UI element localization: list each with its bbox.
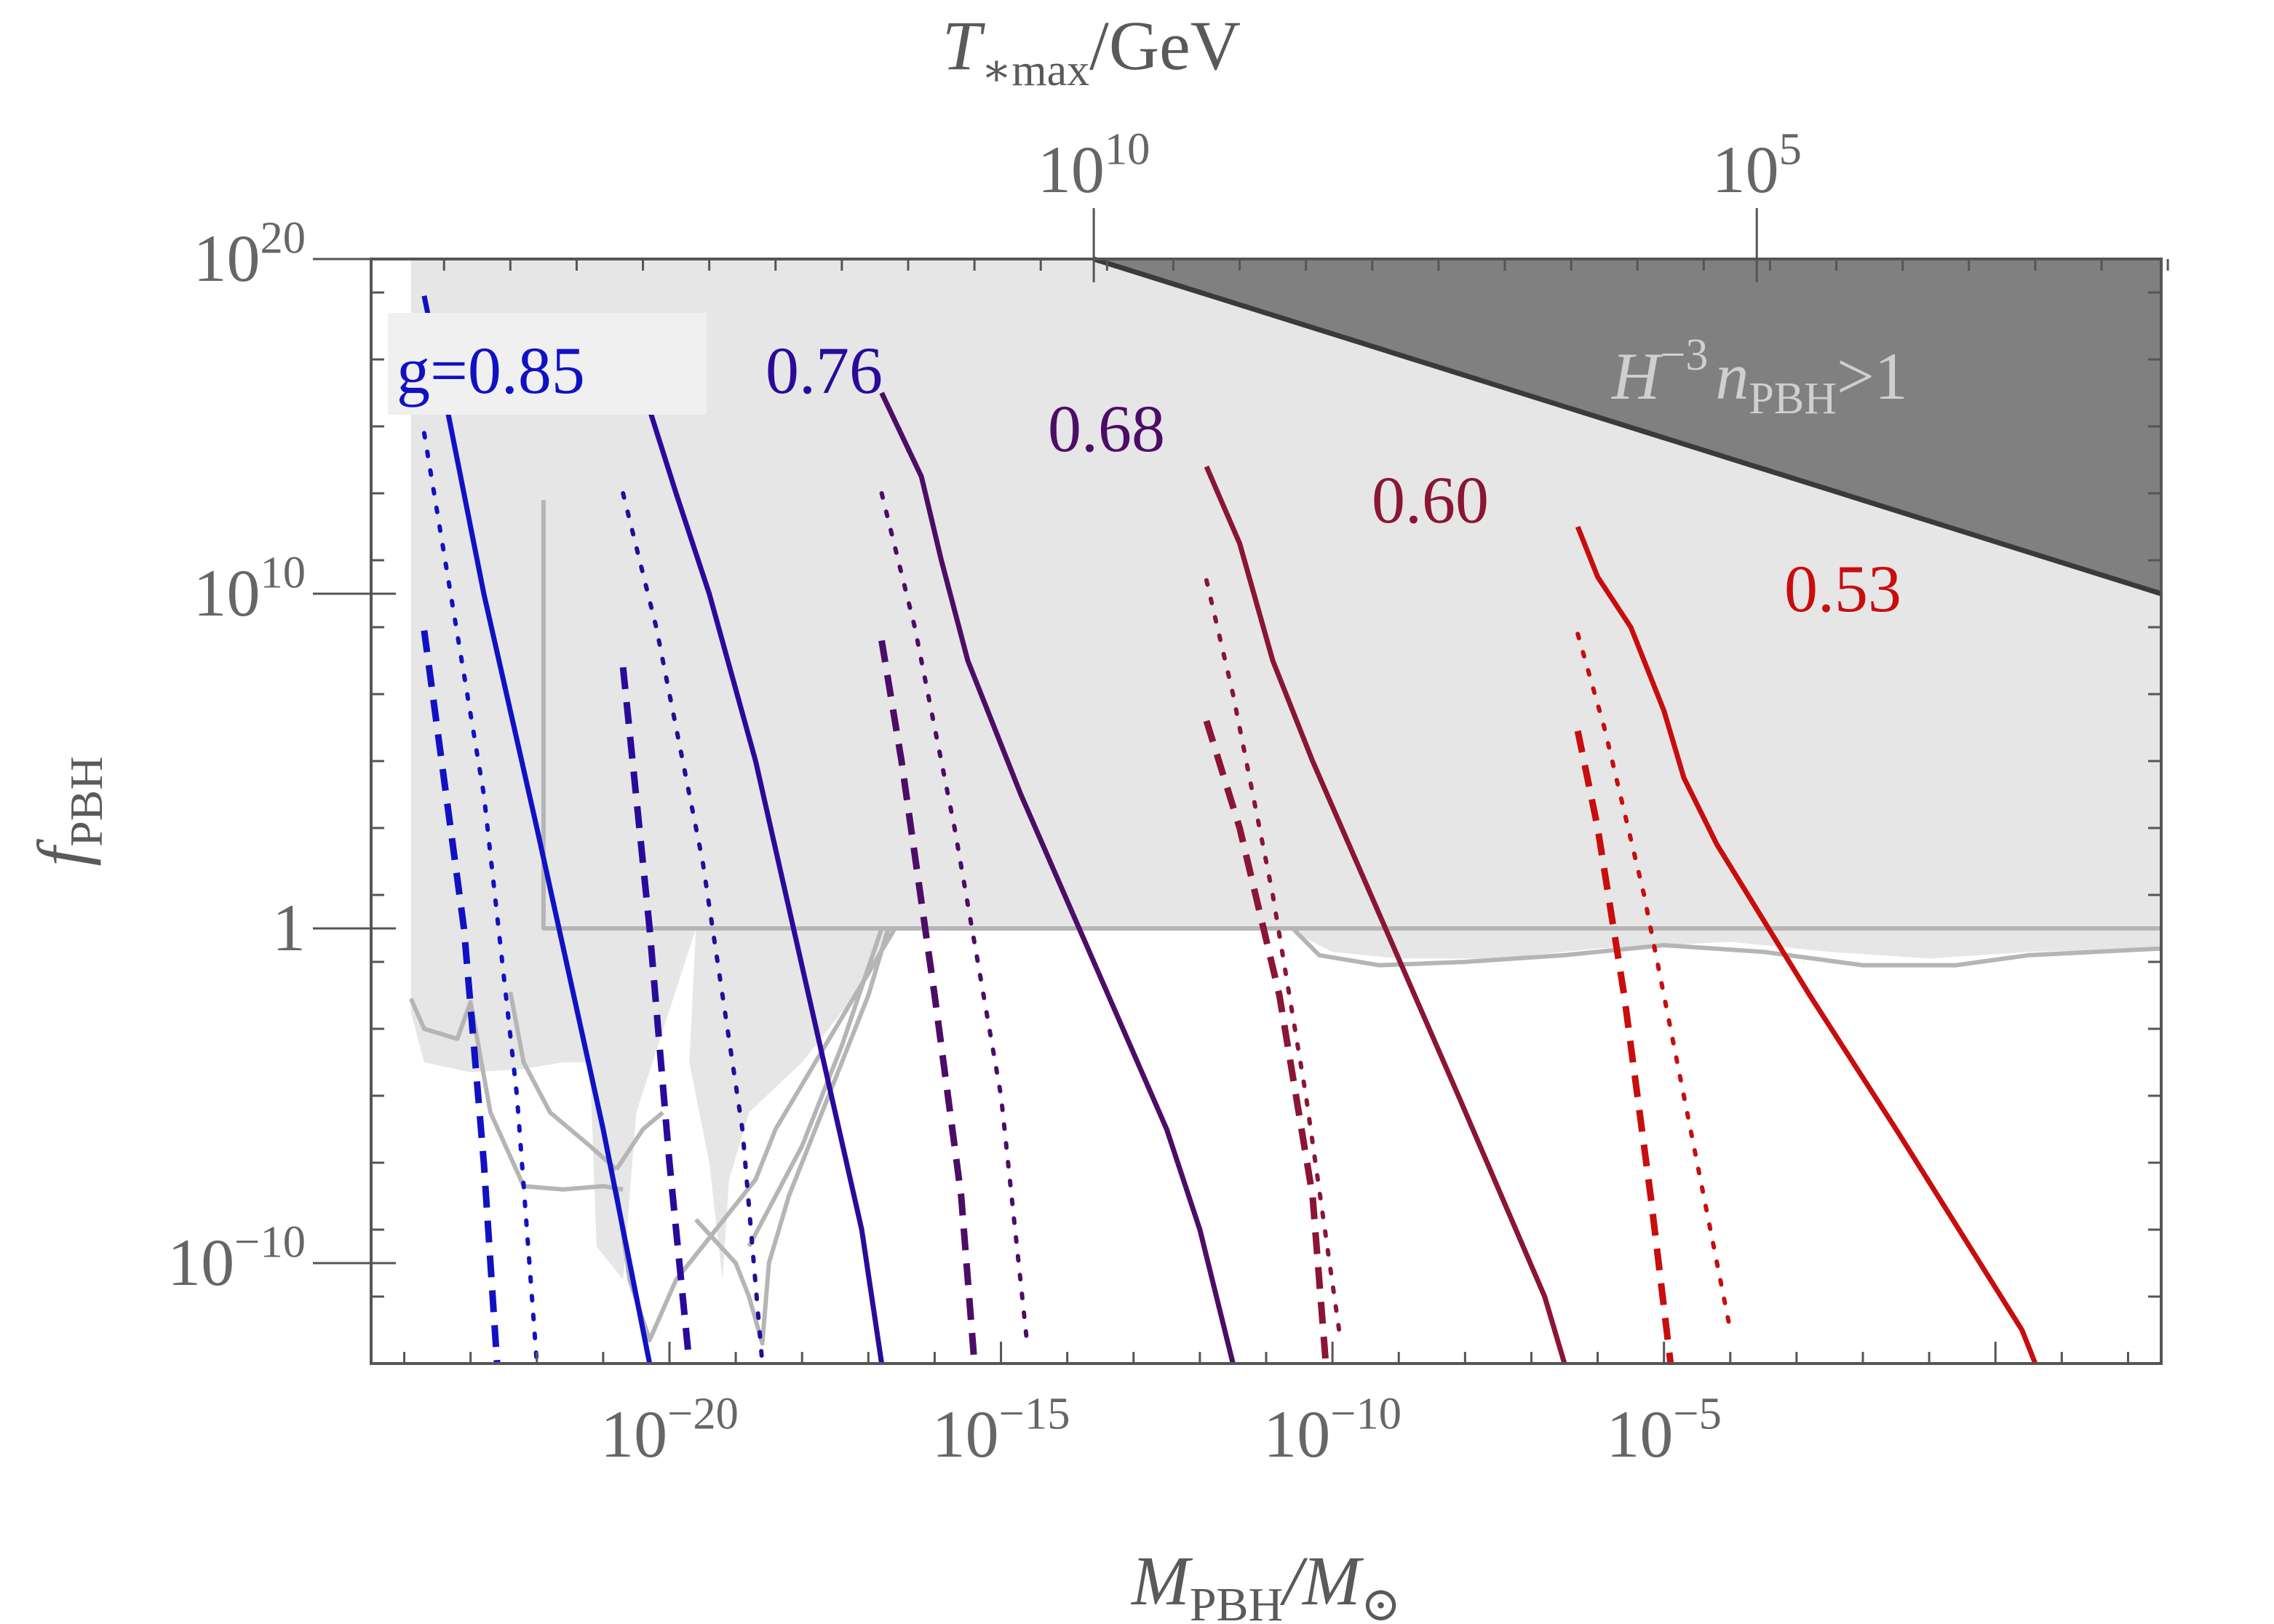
light-exclusion-region bbox=[410, 259, 2162, 1280]
constraint-outline-6 bbox=[1291, 926, 2162, 968]
series-label-1: 0.76 bbox=[766, 333, 883, 407]
series-label-0: g=0.85 bbox=[397, 333, 585, 407]
top-tick-label: 105 bbox=[1712, 123, 1802, 207]
series-dashed-1 bbox=[619, 666, 693, 1364]
series-solid-1 bbox=[620, 345, 885, 1364]
series-dotted-0 bbox=[421, 431, 539, 1366]
series-solid-3 bbox=[1204, 465, 1567, 1364]
constraint-outline-3 bbox=[614, 1110, 664, 1171]
right-exclusion-region bbox=[1292, 928, 2161, 959]
text-layer: 10−20 10−15 10−10 10−5 1020 1010 1 10−10 1010 105… bbox=[23, 7, 1908, 1624]
series-solid-4 bbox=[1575, 525, 2038, 1365]
x-axis-title: MPBH/M⊙ bbox=[1130, 1542, 1401, 1624]
horizon-boundary-line bbox=[1093, 256, 2163, 597]
series-solid-2 bbox=[879, 391, 1236, 1364]
series-dashed-2 bbox=[878, 640, 978, 1364]
series-dotted-3 bbox=[1204, 578, 1342, 1332]
horizon-annotation: H−3 nPBH>1 bbox=[1611, 330, 1908, 423]
series-label-3: 0.60 bbox=[1372, 463, 1489, 537]
top-axis-title: T∗max/GeV bbox=[942, 7, 1241, 95]
x-tick-label: 10−10 bbox=[1263, 1388, 1402, 1471]
series-dotted-1 bbox=[621, 491, 765, 1366]
constraint-outline-7 bbox=[541, 500, 2161, 931]
y-axis-title: fPBH bbox=[23, 756, 112, 866]
series-dotted-4 bbox=[1575, 632, 1733, 1332]
y-tick-label: 1 bbox=[272, 891, 306, 965]
dip-exclusion-region bbox=[689, 928, 895, 1280]
y-tick-label: 1010 bbox=[193, 546, 306, 630]
series-label-2: 0.68 bbox=[1048, 391, 1165, 466]
constraint-outline-4 bbox=[694, 928, 891, 1346]
exclusion-regions bbox=[408, 256, 2163, 1346]
constraint-outline-1 bbox=[508, 991, 619, 1171]
constraint-outline-5 bbox=[747, 928, 884, 1248]
top-tick-label: 1010 bbox=[1038, 123, 1150, 207]
x-tick-label: 10−20 bbox=[600, 1388, 739, 1471]
series-dashed-0 bbox=[421, 630, 501, 1364]
series-dashed-3 bbox=[1203, 720, 1329, 1364]
x-tick-label: 10−5 bbox=[1606, 1388, 1722, 1471]
series-label-4: 0.53 bbox=[1784, 552, 1901, 626]
series-label-bg bbox=[388, 313, 707, 415]
series-dashed-4 bbox=[1574, 730, 1674, 1364]
tick-marks bbox=[313, 208, 2169, 1365]
x-tick-label: 10−15 bbox=[932, 1388, 1070, 1471]
y-tick-label: 1020 bbox=[193, 212, 306, 295]
y-tick-label: 10−10 bbox=[167, 1216, 306, 1299]
constraint-outline-0 bbox=[408, 998, 624, 1192]
series-dotted-2 bbox=[879, 491, 1030, 1349]
